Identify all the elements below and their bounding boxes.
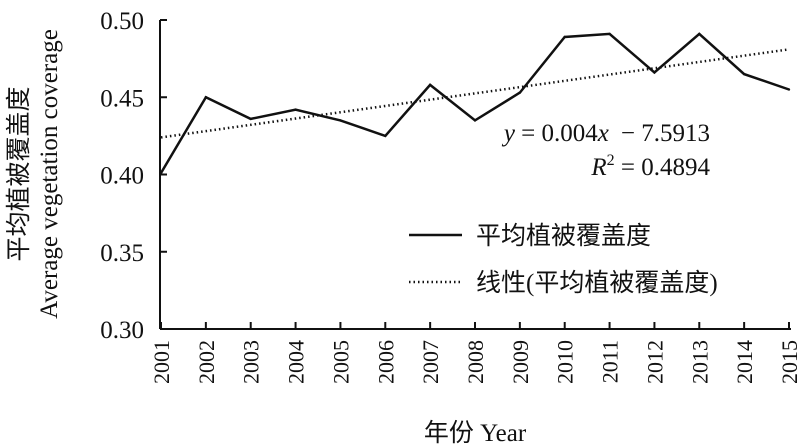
equation-x: x [597,120,609,147]
x-axis-title: 年份 Year [424,419,527,447]
series-line-coverage [159,32,790,174]
data-point [294,108,297,111]
equation-y: y [501,120,516,147]
data-point [473,119,477,122]
data-point [698,32,701,36]
r-squared: R2 = 0.4894 [590,152,710,181]
x-tick-label: 2014 [732,340,757,384]
series-layer [159,32,791,175]
data-point [249,117,252,121]
equation-slope: = 0.004 [515,120,598,147]
y-tick-label: 0.35 [100,240,144,267]
x-tick-label: 2008 [463,340,488,384]
x-tick-label: 2002 [194,340,219,384]
r2-superscript: 2 [607,152,615,169]
data-point [384,134,387,138]
equation-intercept: − 7.5913 [621,120,710,147]
y-axis-title-chinese: 平均植被覆盖度 [5,86,33,261]
y-tick-label: 0.30 [100,317,144,344]
data-point [428,83,432,87]
y-tick-label: 0.45 [100,85,144,112]
data-point [742,72,746,76]
x-tick-label: 2011 [598,340,623,383]
r2-symbol: R [590,154,606,181]
x-tick-label: 2003 [239,340,264,384]
x-tick-label: 2012 [642,340,667,384]
regression-equation: y = 0.004x − 7.5913 [501,120,710,147]
data-point [159,171,163,175]
x-tick-label: 2005 [328,340,353,384]
data-point [653,71,656,74]
x-tick-label: 2006 [373,340,398,384]
data-point [563,35,566,39]
y-tick-label: 0.50 [100,8,144,35]
data-point [204,96,208,99]
legend-label-trendline: 线性(平均植被覆盖度) [476,269,718,297]
legend-label-series: 平均植被覆盖度 [476,222,651,250]
x-ticks: 2001 2002 2003 2004 2005 2006 2007 2008 2009 2010… [149,322,800,384]
x-tick-label: 2001 [149,340,174,384]
r2-value: = 0.4894 [615,154,711,181]
legend: 平均植被覆盖度 线性(平均植被覆盖度) [409,222,718,297]
data-point [518,91,522,94]
x-tick-label: 2010 [553,340,578,384]
x-tick-label: 2007 [418,340,443,384]
x-tick-label: 2009 [508,340,533,384]
data-point [339,119,342,122]
x-tick-label: 2013 [687,340,712,384]
y-axis-title-english: Average vegetation coverage [36,29,63,319]
x-tick-label: 2004 [284,340,309,384]
y-ticks: 0.30 0.35 0.40 0.45 0.50 [100,8,167,344]
data-point [787,88,791,91]
y-tick-label: 0.40 [100,163,144,190]
data-point [608,32,611,36]
x-tick-label: 2015 [777,340,800,384]
